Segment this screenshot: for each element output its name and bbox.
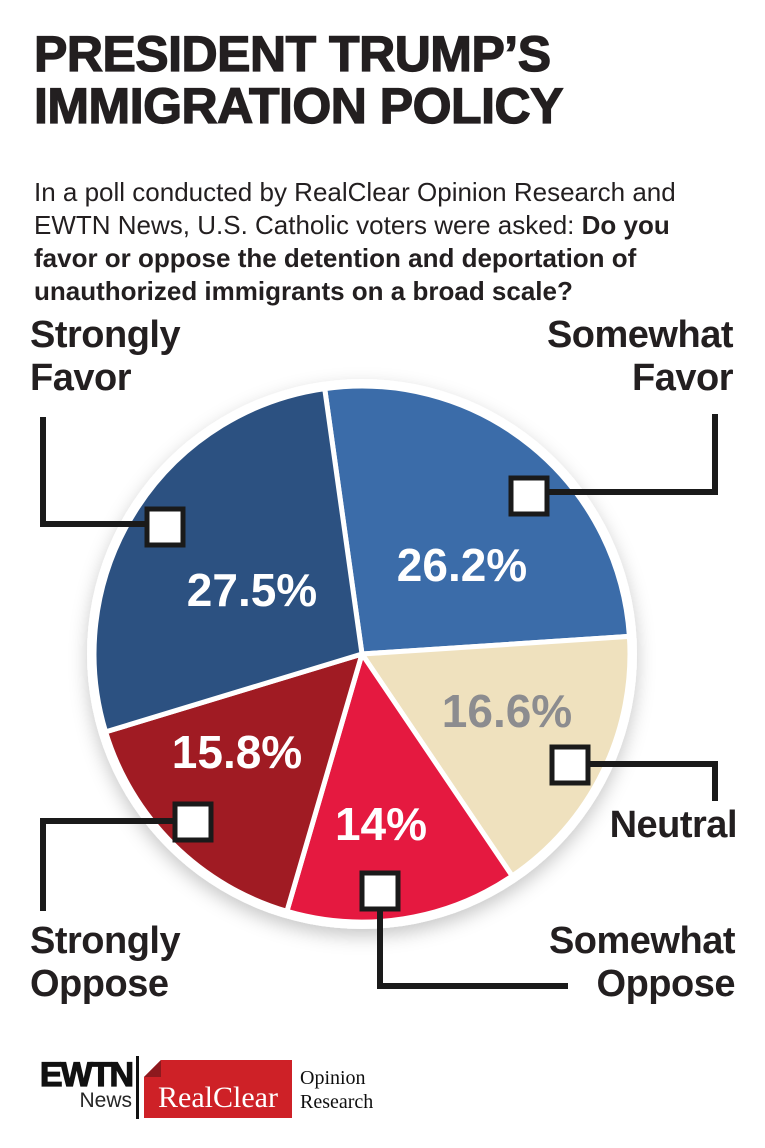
callout-somewhat-favor: Somewhat Favor: [546, 314, 734, 399]
poll-question-bold: Do you favor or oppose the detention and…: [34, 210, 670, 306]
slice-value-label-strongly-oppose: 15.8%: [172, 726, 302, 778]
callout-strongly-favor: Strongly Favor: [30, 314, 181, 399]
pie-slice-strongly-favor: [91, 386, 365, 735]
slice-marker-somewhat-oppose: [359, 870, 401, 912]
realclear-badge: RealClear: [144, 1060, 292, 1118]
pie-slice-strongly-oppose: [103, 651, 365, 914]
ewtn-wordmark: EWTN: [39, 1056, 134, 1094]
callout-strongly-oppose: Strongly Oppose: [30, 920, 181, 1005]
page-title: PRESIDENT TRUMP’S IMMIGRATION POLICY: [33, 26, 564, 134]
callout-somewhat-oppose: Somewhat Oppose: [548, 920, 736, 1005]
callout-line-somewhat-oppose: [377, 907, 568, 989]
pie-slice-somewhat-favor: [322, 383, 632, 657]
callout-line-strongly-oppose: [40, 818, 177, 911]
callout-line-neutral: [586, 761, 718, 801]
slice-marker-neutral: [549, 744, 591, 786]
callout-line-somewhat-favor: [549, 414, 718, 495]
slice-marker-somewhat-favor: [508, 475, 550, 517]
callout-neutral: Neutral: [609, 804, 738, 846]
realclear-wordmark: RealClear: [158, 1081, 278, 1114]
ewtn-news-label: News: [79, 1089, 132, 1112]
callout-line-strongly-favor: [40, 417, 150, 527]
ewtn-news-logo: EWTN News: [30, 1056, 134, 1112]
slice-value-label-neutral: 16.6%: [442, 685, 572, 737]
pie-slice-neutral: [359, 633, 633, 879]
slice-value-label-strongly-favor: 27.5%: [187, 564, 317, 616]
poll-question-text: In a poll conducted by RealClear Opinion…: [34, 176, 738, 308]
slice-value-label-somewhat-oppose: 14%: [335, 798, 427, 850]
opinion-research-label: Opinion Research: [300, 1066, 373, 1114]
poll-question-normal: In a poll conducted by RealClear Opinion…: [34, 177, 676, 240]
slice-value-label-somewhat-favor: 26.2%: [397, 539, 527, 591]
footer-divider: [136, 1056, 139, 1119]
title-line-1: PRESIDENT TRUMP’S: [33, 26, 551, 82]
opinion-line: Opinion: [300, 1067, 366, 1089]
title-line-2: IMMIGRATION POLICY: [33, 78, 564, 134]
slice-marker-strongly-favor: [144, 506, 186, 548]
slice-marker-strongly-oppose: [172, 801, 214, 843]
research-line: Research: [300, 1091, 374, 1113]
